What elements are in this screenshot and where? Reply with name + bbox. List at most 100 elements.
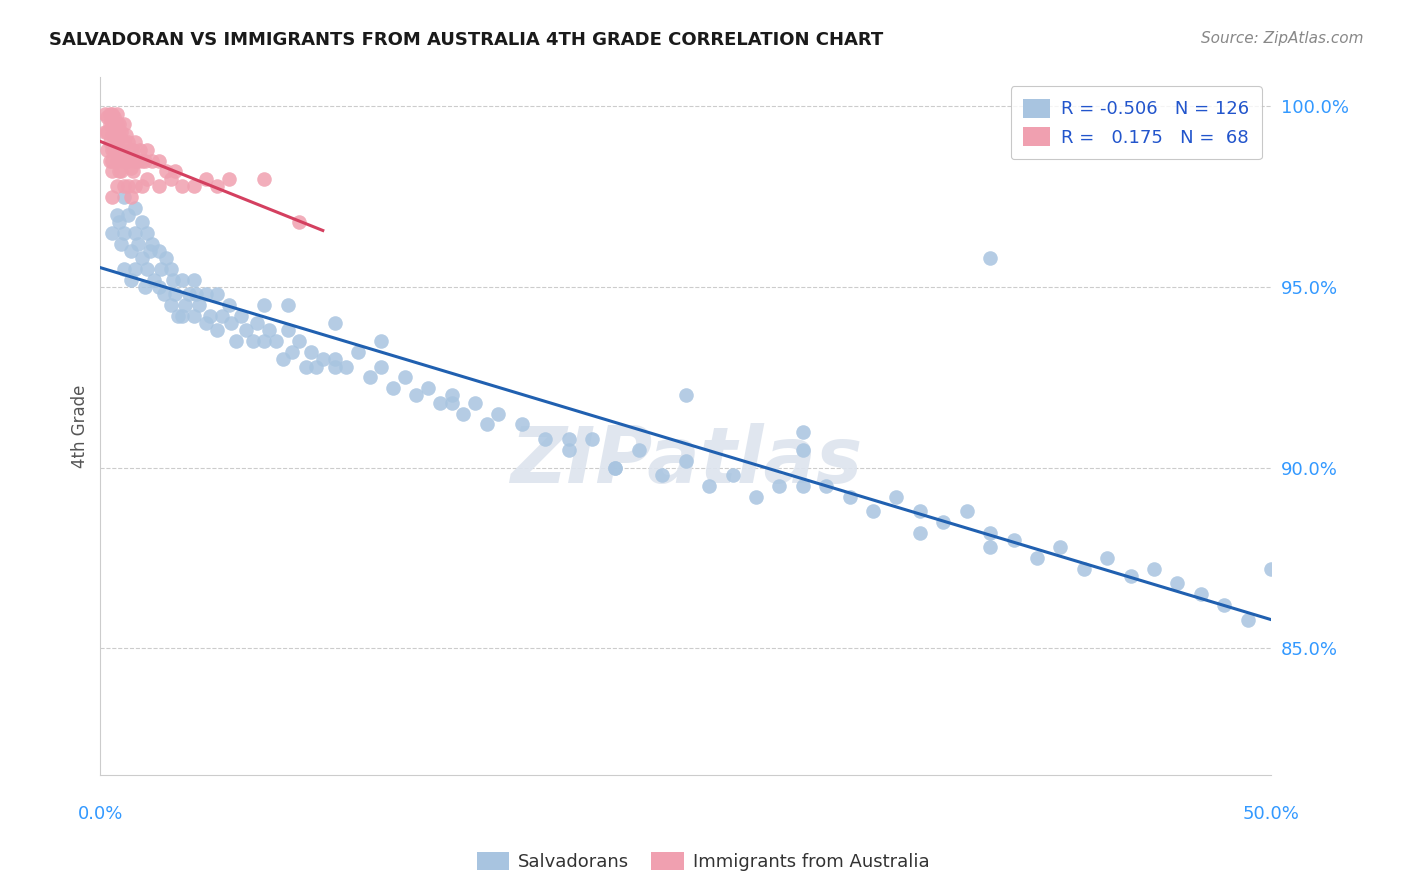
Point	[605, 460, 627, 475]
Point	[323, 359, 346, 374]
Point	[110, 164, 132, 178]
Point	[183, 178, 205, 193]
Point	[103, 110, 125, 124]
Point	[96, 110, 118, 124]
Point	[112, 262, 135, 277]
Point	[105, 106, 128, 120]
Point	[136, 262, 159, 277]
Point	[418, 381, 440, 395]
Point	[159, 262, 181, 277]
Point	[979, 541, 1001, 555]
Point	[148, 153, 170, 168]
Point	[323, 352, 346, 367]
Point	[194, 171, 217, 186]
Point	[440, 388, 463, 402]
Point	[105, 208, 128, 222]
Point	[295, 359, 318, 374]
Point	[173, 298, 195, 312]
Point	[94, 125, 117, 139]
Point	[288, 215, 311, 229]
Point	[96, 125, 118, 139]
Point	[134, 280, 156, 294]
Point	[768, 479, 790, 493]
Point	[150, 262, 173, 277]
Point	[370, 359, 392, 374]
Point	[1073, 562, 1095, 576]
Point	[979, 251, 1001, 265]
Point	[235, 323, 257, 337]
Point	[112, 136, 135, 150]
Point	[166, 309, 188, 323]
Point	[112, 153, 135, 168]
Point	[305, 359, 328, 374]
Point	[108, 143, 131, 157]
Point	[956, 504, 979, 518]
Point	[129, 143, 152, 157]
Point	[131, 178, 153, 193]
Point	[172, 178, 194, 193]
Point	[221, 316, 243, 330]
Point	[792, 442, 814, 457]
Point	[136, 171, 159, 186]
Point	[246, 316, 269, 330]
Point	[165, 164, 187, 178]
Point	[225, 334, 247, 349]
Point	[486, 407, 509, 421]
Point	[101, 153, 124, 168]
Point	[557, 442, 579, 457]
Point	[281, 345, 304, 359]
Point	[96, 143, 118, 157]
Point	[242, 334, 264, 349]
Point	[155, 164, 177, 178]
Point	[172, 273, 194, 287]
Point	[475, 417, 498, 432]
Point	[464, 395, 486, 409]
Point	[347, 345, 370, 359]
Point	[117, 153, 139, 168]
Point	[127, 153, 149, 168]
Point	[1095, 551, 1118, 566]
Point	[98, 153, 121, 168]
Point	[581, 432, 603, 446]
Point	[312, 352, 335, 367]
Point	[165, 287, 187, 301]
Point	[117, 178, 139, 193]
Point	[229, 309, 252, 323]
Point	[534, 432, 557, 446]
Point	[134, 153, 156, 168]
Point	[112, 178, 135, 193]
Point	[183, 309, 205, 323]
Point	[115, 128, 138, 143]
Point	[124, 262, 146, 277]
Point	[675, 453, 697, 467]
Point	[186, 287, 208, 301]
Point	[148, 178, 170, 193]
Point	[932, 515, 955, 529]
Point	[117, 208, 139, 222]
Point	[183, 273, 205, 287]
Point	[908, 504, 931, 518]
Point	[288, 334, 311, 349]
Point	[101, 106, 124, 120]
Point	[335, 359, 357, 374]
Point	[131, 251, 153, 265]
Point	[1119, 569, 1142, 583]
Point	[627, 442, 650, 457]
Point	[148, 244, 170, 258]
Point	[122, 164, 145, 178]
Point	[112, 226, 135, 240]
Point	[124, 153, 146, 168]
Point	[453, 407, 475, 421]
Point	[105, 117, 128, 131]
Point	[110, 125, 132, 139]
Point	[136, 143, 159, 157]
Point	[792, 479, 814, 493]
Point	[979, 525, 1001, 540]
Point	[429, 395, 451, 409]
Text: Source: ZipAtlas.com: Source: ZipAtlas.com	[1201, 31, 1364, 46]
Point	[172, 309, 194, 323]
Legend: R = -0.506   N = 126, R =   0.175   N =  68: R = -0.506 N = 126, R = 0.175 N = 68	[1011, 87, 1263, 160]
Point	[277, 298, 299, 312]
Point	[122, 143, 145, 157]
Point	[105, 153, 128, 168]
